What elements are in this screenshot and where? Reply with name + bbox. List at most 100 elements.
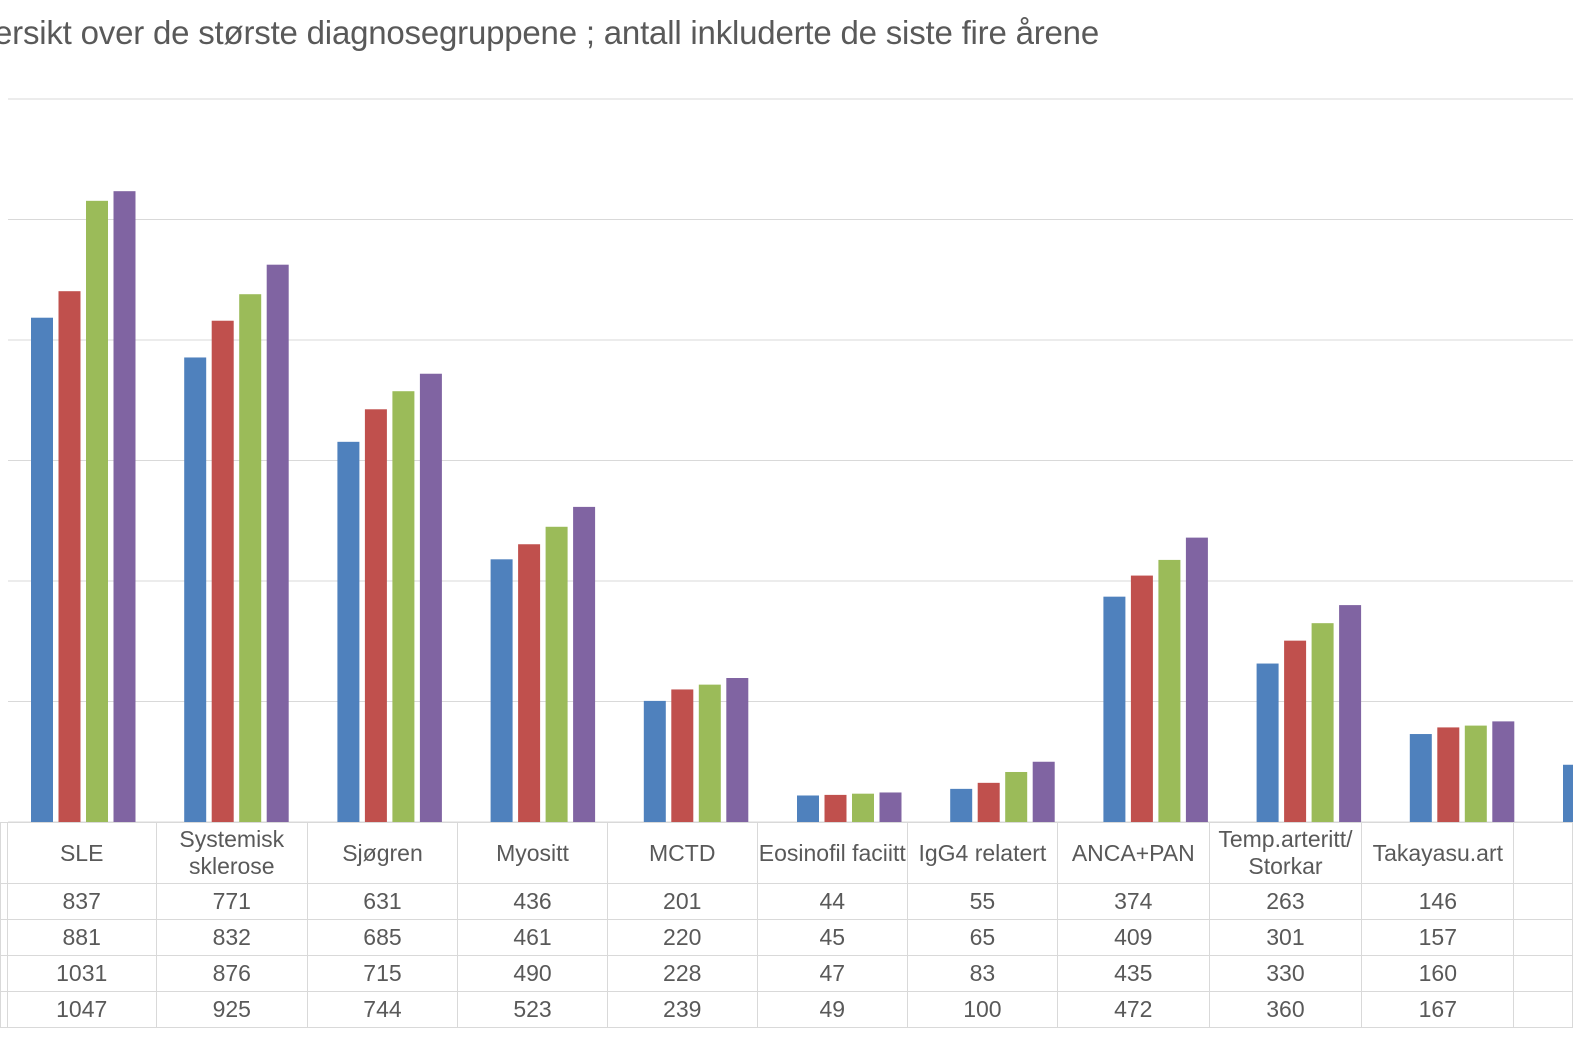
bars bbox=[31, 191, 1573, 823]
bar-7-series-4 bbox=[1032, 761, 1055, 822]
data-label: 435 bbox=[1056, 955, 1210, 992]
data-label: 263 bbox=[1208, 883, 1363, 920]
table-row: 1031 876 715 490 228 47 83 435 330 160 bbox=[0, 955, 1573, 992]
data-label: 201 bbox=[606, 883, 758, 920]
bar-3-series-4 bbox=[419, 373, 442, 822]
data-label: 157 bbox=[1361, 919, 1515, 956]
data-label: 832 bbox=[155, 919, 308, 956]
category-label: Temp.arteritt/ Storkar bbox=[1208, 822, 1363, 884]
data-label: 239 bbox=[606, 991, 758, 1028]
bar-10-series-1 bbox=[1409, 734, 1432, 822]
bar-8-series-4 bbox=[1185, 537, 1208, 822]
table-header-row: SLE Systemisk sklerose Sjøgren Myositt MCTD E… bbox=[0, 822, 1573, 884]
data-label: 47 bbox=[756, 955, 908, 992]
data-label: 301 bbox=[1208, 919, 1363, 956]
bar-10-series-2 bbox=[1437, 727, 1460, 822]
bar-10-series-4 bbox=[1492, 721, 1515, 822]
bar-3-series-3 bbox=[392, 391, 415, 822]
data-label: 55 bbox=[906, 883, 1058, 920]
table-cut-off-cell bbox=[1513, 822, 1573, 884]
data-label: 876 bbox=[155, 955, 308, 992]
table-row: 1047 925 744 523 239 49 100 472 360 167 bbox=[0, 991, 1573, 1028]
bar-7-series-3 bbox=[1005, 771, 1028, 822]
bar-5-series-4 bbox=[726, 678, 749, 822]
data-label: 715 bbox=[306, 955, 459, 992]
data-label: 44 bbox=[756, 883, 908, 920]
chart-title: ersikt over de største diagnosegruppene … bbox=[0, 14, 1099, 51]
bar-1-series-4 bbox=[113, 191, 136, 822]
bar-8-series-1 bbox=[1103, 596, 1126, 822]
bar-6-series-4 bbox=[879, 792, 902, 822]
data-label: 100 bbox=[906, 991, 1058, 1028]
bar-6-series-2 bbox=[824, 794, 847, 822]
bar-7-series-1 bbox=[950, 788, 973, 822]
data-label: 685 bbox=[306, 919, 459, 956]
data-label: 146 bbox=[1361, 883, 1515, 920]
category-label: SLE bbox=[6, 822, 157, 884]
category-label: ANCA+PAN bbox=[1056, 822, 1210, 884]
data-label: 1047 bbox=[6, 991, 157, 1028]
data-label: 360 bbox=[1208, 991, 1363, 1028]
data-label: 374 bbox=[1056, 883, 1210, 920]
data-label: 472 bbox=[1056, 991, 1210, 1028]
bar-5-series-2 bbox=[671, 689, 694, 822]
data-label: 220 bbox=[606, 919, 758, 956]
category-label: Eosinofil faciitt bbox=[756, 822, 908, 884]
category-label: Takayasu.art bbox=[1361, 822, 1515, 884]
bar-9-series-3 bbox=[1311, 623, 1334, 822]
bar-10-series-3 bbox=[1464, 725, 1487, 822]
bar-2-series-4 bbox=[266, 264, 289, 822]
bar-9-series-2 bbox=[1284, 640, 1307, 822]
bar-4-series-4 bbox=[573, 506, 596, 822]
table-stub-cell bbox=[0, 883, 8, 920]
bar-4-series-2 bbox=[518, 544, 541, 822]
data-label: 523 bbox=[457, 991, 608, 1028]
table-row: 837 771 631 436 201 44 55 374 263 146 bbox=[0, 883, 1573, 920]
table-stub-cell bbox=[0, 822, 8, 884]
table-stub-cell bbox=[0, 991, 8, 1028]
table-cut-off-cell bbox=[1513, 883, 1573, 920]
category-label: MCTD bbox=[606, 822, 758, 884]
table-cut-off-cell bbox=[1513, 919, 1573, 956]
bar-5-series-1 bbox=[643, 700, 666, 822]
bar-2-series-2 bbox=[211, 320, 234, 822]
bar-partial bbox=[1563, 764, 1573, 822]
data-label: 925 bbox=[155, 991, 308, 1028]
data-label: 490 bbox=[457, 955, 608, 992]
table-stub-cell bbox=[0, 919, 8, 956]
data-label: 330 bbox=[1208, 955, 1363, 992]
data-label: 45 bbox=[756, 919, 908, 956]
bar-6-series-3 bbox=[852, 793, 874, 822]
category-label: Systemisk sklerose bbox=[155, 822, 308, 884]
data-label: 228 bbox=[606, 955, 758, 992]
data-label: 837 bbox=[6, 883, 157, 920]
bar-8-series-3 bbox=[1158, 559, 1181, 822]
data-label: 49 bbox=[756, 991, 908, 1028]
bar-5-series-3 bbox=[698, 684, 721, 822]
table-stub-cell bbox=[0, 955, 8, 992]
bar-1-series-3 bbox=[86, 200, 108, 822]
data-label: 461 bbox=[457, 919, 608, 956]
bar-4-series-3 bbox=[545, 526, 568, 822]
category-label: Myositt bbox=[457, 822, 608, 884]
data-label: 65 bbox=[906, 919, 1058, 956]
bar-2-series-3 bbox=[239, 294, 262, 823]
data-label: 771 bbox=[155, 883, 308, 920]
data-label: 436 bbox=[457, 883, 608, 920]
bar-1-series-2 bbox=[58, 291, 81, 822]
bar-3-series-1 bbox=[337, 441, 360, 822]
data-label: 631 bbox=[306, 883, 459, 920]
data-label: 881 bbox=[6, 919, 157, 956]
bar-2-series-1 bbox=[184, 357, 207, 822]
data-label: 1031 bbox=[6, 955, 157, 992]
bar-9-series-4 bbox=[1339, 605, 1362, 822]
table-cut-off-cell bbox=[1513, 955, 1573, 992]
table-row: 881 832 685 461 220 45 65 409 301 157 bbox=[0, 919, 1573, 956]
table-cut-off-cell bbox=[1513, 991, 1573, 1028]
bar-3-series-2 bbox=[364, 409, 387, 822]
data-table: SLE Systemisk sklerose Sjøgren Myositt MCTD E… bbox=[0, 822, 1573, 1028]
bar-4-series-1 bbox=[490, 559, 513, 822]
bar-7-series-2 bbox=[977, 782, 1000, 822]
data-label: 167 bbox=[1361, 991, 1515, 1028]
